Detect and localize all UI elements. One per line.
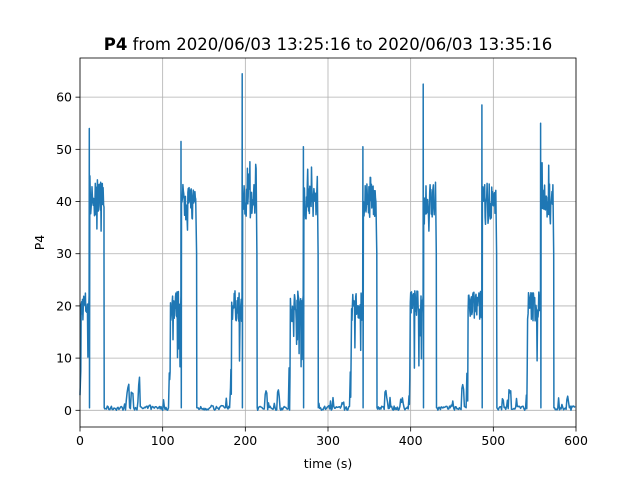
x-tick-label: 600 — [564, 433, 588, 448]
y-tick-label: 20 — [56, 298, 72, 313]
y-tick-label: 10 — [56, 351, 72, 366]
x-tick-label: 400 — [399, 433, 423, 448]
ticks-layer: 0 100 200 300 400 500 600 0 10 20 30 40 50 60 — [56, 90, 588, 448]
y-axis-label: P4 — [32, 235, 47, 251]
series-layer — [79, 72, 576, 412]
chart-title-bold: P4 — [104, 35, 128, 54]
x-tick-label: 0 — [76, 433, 84, 448]
x-tick-label: 200 — [233, 433, 257, 448]
chart-title: P4 from 2020/06/03 13:25:16 to 2020/06/0… — [104, 35, 552, 54]
series-line — [79, 72, 576, 412]
y-tick-label: 0 — [64, 403, 72, 418]
y-tick-label: 40 — [56, 194, 72, 209]
y-tick-label: 60 — [56, 90, 72, 105]
x-tick-label: 100 — [151, 433, 175, 448]
x-tick-label: 300 — [316, 433, 340, 448]
x-axis-label: time (s) — [304, 456, 352, 471]
y-tick-label: 50 — [56, 142, 72, 157]
y-tick-label: 30 — [56, 246, 72, 261]
x-tick-label: 500 — [481, 433, 505, 448]
chart-title-rest: from 2020/06/03 13:25:16 to 2020/06/03 1… — [127, 35, 552, 54]
